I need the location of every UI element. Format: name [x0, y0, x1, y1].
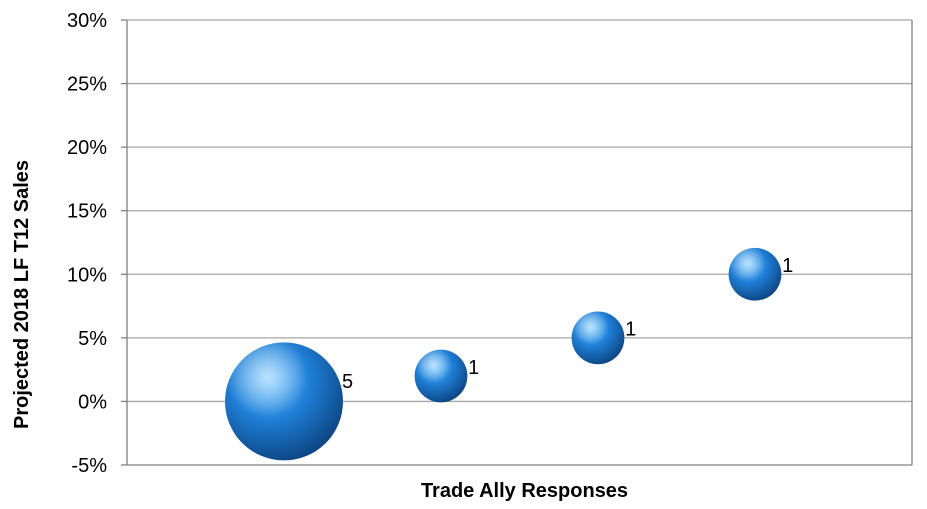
bubble-highlight [225, 342, 343, 461]
bubble-highlight [728, 247, 782, 301]
bubble-data-label: 1 [782, 255, 793, 277]
y-tick-label: 25% [67, 74, 107, 96]
y-tick-label: -5% [71, 455, 107, 477]
y-axis-tick-labels: -5% 0% 5% 10% 15% 20% 25% 30% [67, 10, 107, 477]
y-tick-label: 15% [67, 201, 107, 223]
y-tick-label: 0% [78, 391, 107, 413]
data-labels: 5 1 1 1 [342, 255, 793, 393]
y-tick-label: 5% [78, 328, 107, 350]
bubble-data-label: 1 [468, 357, 479, 379]
y-axis-title: Projected 2018 LF T12 Sales [11, 160, 33, 429]
bubble-highlight [414, 349, 468, 403]
y-tick-label: 10% [67, 264, 107, 286]
bubble-series [225, 247, 782, 461]
y-tick-label: 20% [67, 137, 107, 159]
bubble-data-label: 5 [342, 371, 353, 393]
bubble-data-label: 1 [625, 319, 636, 341]
x-axis-title: Trade Ally Responses [421, 480, 628, 502]
bubble-highlight [571, 311, 625, 365]
y-tick-label: 30% [67, 10, 107, 32]
